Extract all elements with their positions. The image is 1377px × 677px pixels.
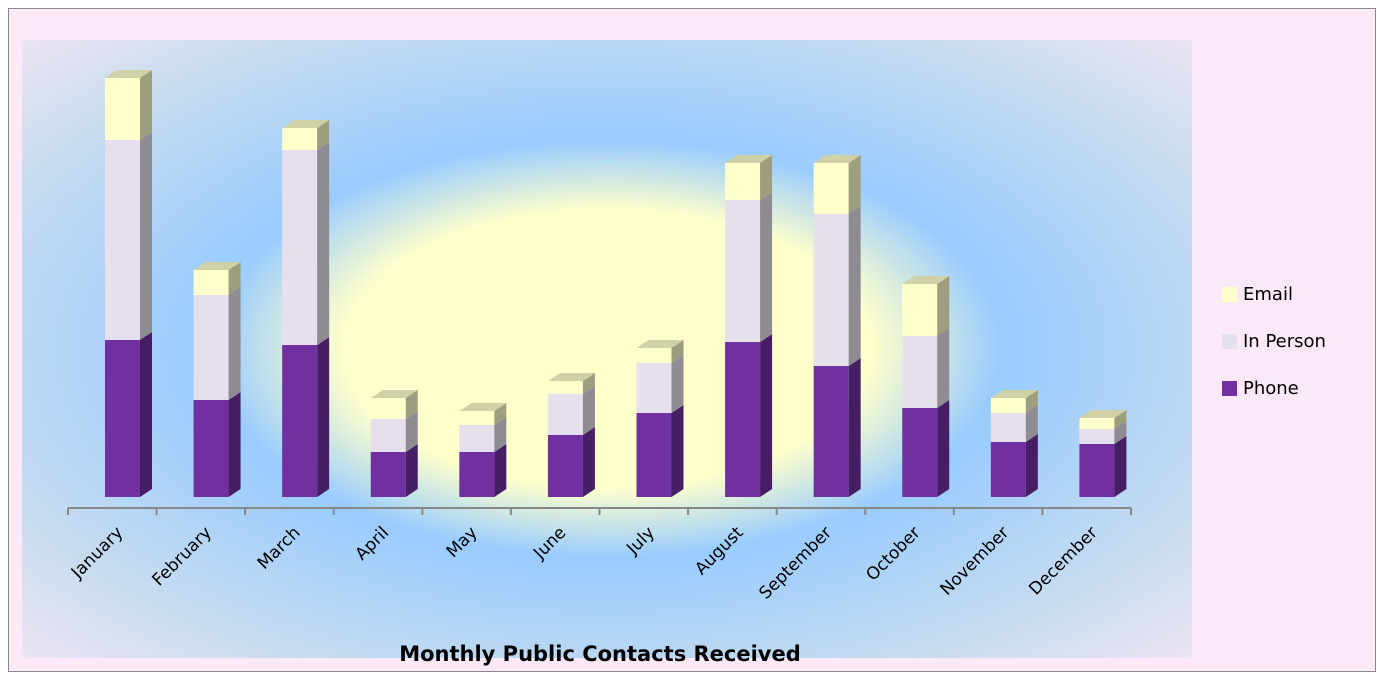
bar bbox=[902, 284, 938, 336]
bar-top bbox=[1079, 410, 1127, 418]
bar-side bbox=[228, 392, 241, 497]
bar-side bbox=[494, 417, 507, 452]
bar bbox=[636, 413, 672, 497]
legend-label: Email bbox=[1243, 284, 1293, 305]
bar bbox=[1079, 429, 1115, 444]
bar bbox=[636, 363, 672, 413]
bar-side bbox=[1025, 405, 1038, 442]
bar-side bbox=[140, 70, 152, 140]
bar-side bbox=[1025, 434, 1038, 497]
bar bbox=[282, 345, 318, 497]
bar bbox=[547, 435, 583, 497]
bar bbox=[193, 270, 229, 295]
bar bbox=[547, 381, 583, 394]
bar-side bbox=[582, 386, 595, 435]
bar-top bbox=[459, 403, 507, 411]
bar-side bbox=[140, 132, 152, 340]
bar bbox=[193, 295, 229, 400]
bar bbox=[459, 452, 495, 497]
bar bbox=[725, 200, 761, 342]
legend-label: In Person bbox=[1243, 331, 1326, 352]
bar-side bbox=[228, 287, 241, 400]
bar bbox=[547, 394, 583, 435]
bar bbox=[725, 342, 761, 497]
bar-top bbox=[370, 390, 418, 398]
bar bbox=[105, 78, 140, 140]
legend-label: Phone bbox=[1243, 378, 1299, 399]
bar bbox=[902, 408, 938, 497]
bar bbox=[370, 419, 406, 452]
bar-side bbox=[937, 328, 950, 408]
bar-top bbox=[990, 390, 1038, 398]
bar-side bbox=[228, 262, 241, 295]
bar bbox=[990, 413, 1026, 442]
bar bbox=[725, 163, 761, 200]
bar-side bbox=[405, 411, 418, 452]
bar bbox=[105, 140, 140, 340]
bar bbox=[990, 442, 1026, 497]
chart-title: Monthly Public Contacts Received bbox=[399, 642, 801, 666]
bar-top bbox=[636, 340, 684, 348]
bar bbox=[813, 214, 849, 366]
legend-swatch bbox=[1222, 287, 1237, 302]
bar-side bbox=[1114, 421, 1127, 444]
bar-side bbox=[848, 358, 861, 497]
bar-side bbox=[494, 403, 507, 425]
bar-side bbox=[405, 390, 418, 419]
bar-side bbox=[937, 400, 950, 497]
bar bbox=[193, 400, 229, 497]
bar-side bbox=[760, 334, 773, 497]
legend-swatch bbox=[1222, 334, 1237, 349]
bar-top bbox=[547, 373, 595, 381]
bar-side bbox=[405, 444, 418, 497]
bar-top bbox=[193, 262, 241, 270]
bar-side bbox=[848, 206, 861, 366]
bar-side bbox=[760, 192, 773, 342]
legend-swatch bbox=[1222, 381, 1237, 396]
bar bbox=[1079, 418, 1115, 429]
bar-side bbox=[317, 337, 330, 497]
bar bbox=[1079, 444, 1115, 497]
bar bbox=[990, 398, 1026, 413]
bar-side bbox=[760, 155, 773, 200]
bar bbox=[459, 425, 495, 452]
bar bbox=[105, 340, 140, 497]
bar-side bbox=[140, 332, 152, 497]
bar bbox=[636, 348, 672, 363]
bar-side bbox=[671, 340, 684, 363]
bar bbox=[282, 128, 318, 150]
bar-top bbox=[725, 155, 773, 163]
bar-side bbox=[317, 142, 330, 345]
bar-side bbox=[494, 444, 507, 497]
bar-side bbox=[317, 120, 330, 150]
bar bbox=[902, 336, 938, 408]
bar-top bbox=[282, 120, 330, 128]
bar bbox=[282, 150, 318, 345]
bar bbox=[813, 163, 849, 214]
bar-side bbox=[1025, 390, 1038, 413]
bar-side bbox=[937, 276, 950, 336]
bar bbox=[370, 452, 406, 497]
bar-side bbox=[1114, 436, 1127, 497]
bar-side bbox=[848, 155, 861, 214]
bar-side bbox=[671, 405, 684, 497]
bar-side bbox=[582, 427, 595, 497]
bar-top bbox=[813, 155, 861, 163]
bar-top bbox=[902, 276, 950, 284]
bar-side bbox=[671, 355, 684, 413]
bar-side bbox=[1114, 410, 1127, 429]
bar bbox=[813, 366, 849, 497]
bar-side bbox=[582, 373, 595, 394]
bar bbox=[370, 398, 406, 419]
bar bbox=[459, 411, 495, 425]
bar-top bbox=[105, 70, 152, 78]
